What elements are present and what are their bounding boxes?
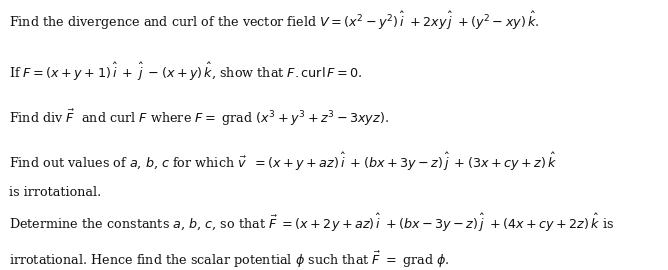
Text: Determine the constants $a$, $b$, $c$, so that $\vec{F}\; = (x + 2y + az)\,\hat{: Determine the constants $a$, $b$, $c$, s…: [9, 212, 614, 234]
Text: Find out values of $a$, $b$, $c$ for which $\vec{v}\;\; = (x + y + az)\,\hat{i}\: Find out values of $a$, $b$, $c$ for whi…: [9, 151, 556, 173]
Text: Find div $\vec{F}$  and curl $F$ where $F =$ grad $(x^3 + y^3 + z^3 - 3xyz)$.: Find div $\vec{F}$ and curl $F$ where $F…: [9, 108, 389, 128]
Text: If $F = (x + y + 1)\,\hat{i}\; + \;\hat{j}\; - (x + y)\,\hat{k}$, show that $F.\: If $F = (x + y + 1)\,\hat{i}\; + \;\hat{…: [9, 61, 362, 83]
Text: is irrotational.: is irrotational.: [9, 186, 101, 199]
Text: Find the divergence and curl of the vector field $V = (x^2 - y^2)\,\hat{i}\; + 2: Find the divergence and curl of the vect…: [9, 9, 539, 32]
Text: irrotational. Hence find the scalar potential $\phi$ such that $\vec{F}\; =$ gra: irrotational. Hence find the scalar pote…: [9, 250, 450, 270]
